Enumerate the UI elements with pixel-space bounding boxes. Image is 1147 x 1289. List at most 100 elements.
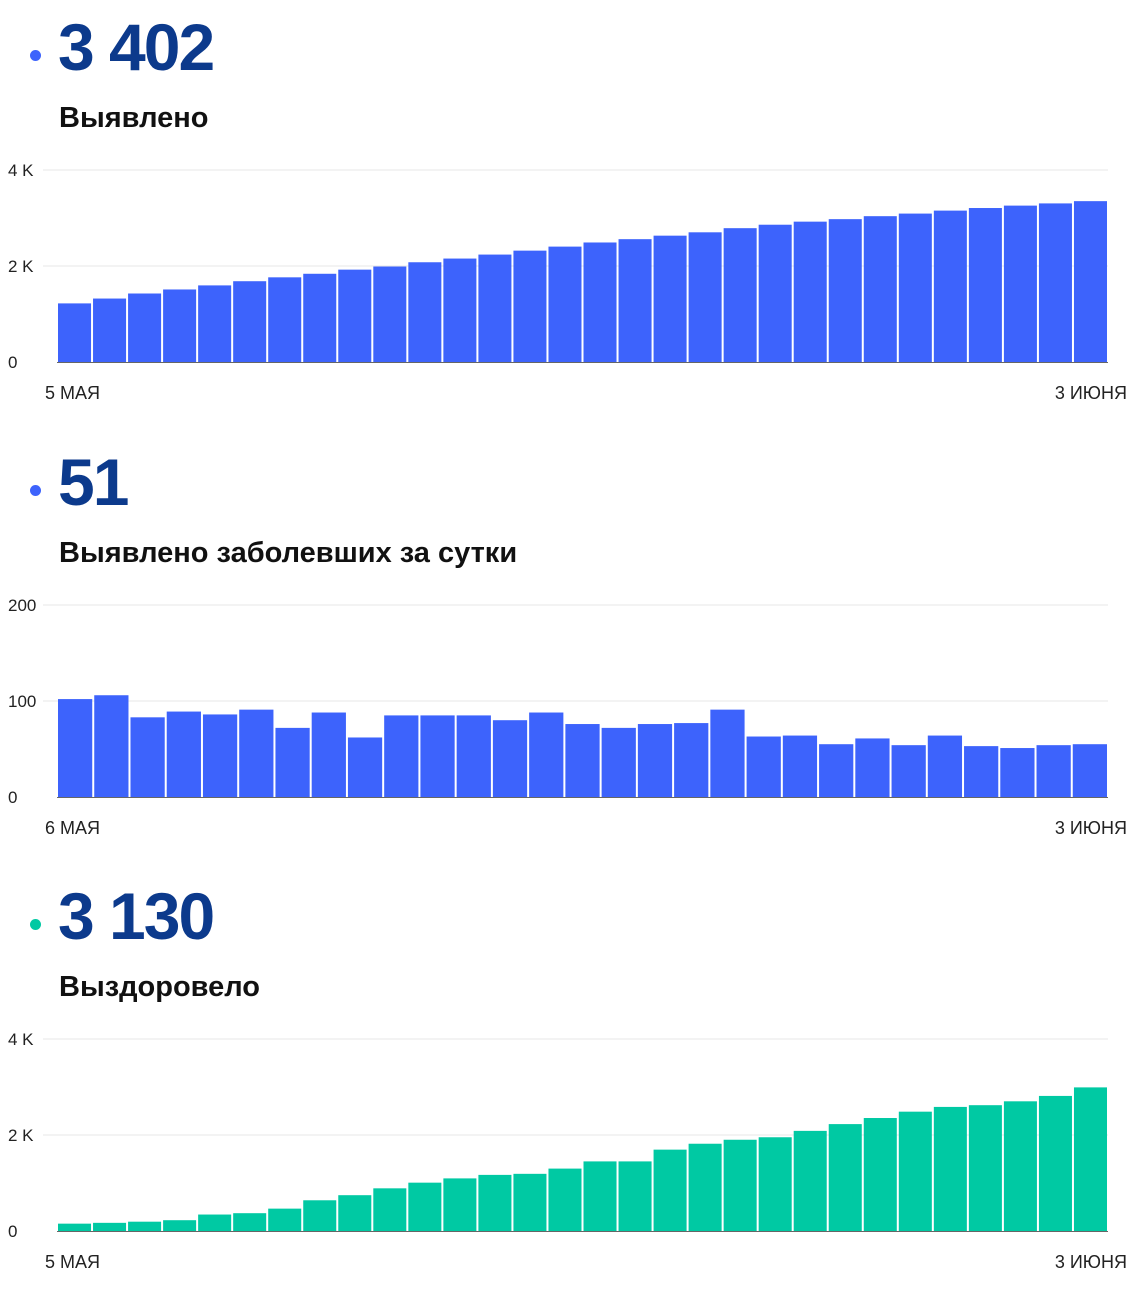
bar[interactable] [478, 254, 512, 362]
bar[interactable] [443, 1178, 477, 1231]
bar[interactable] [548, 246, 582, 362]
bar[interactable] [1000, 748, 1035, 797]
bar[interactable] [653, 1149, 687, 1231]
bar-chart: 0 100 200 6 МАЯ 3 ИЮНЯ [8, 596, 1127, 838]
bar[interactable] [782, 735, 818, 797]
bar[interactable] [513, 250, 547, 362]
bar[interactable] [268, 277, 302, 362]
bar[interactable] [338, 269, 372, 362]
bar[interactable] [93, 298, 127, 362]
bar[interactable] [1003, 1101, 1037, 1231]
bar[interactable] [1003, 205, 1037, 362]
bar[interactable] [793, 1130, 827, 1231]
bar[interactable] [373, 266, 407, 362]
bar[interactable] [863, 1118, 897, 1231]
bar[interactable] [268, 1208, 302, 1231]
chart-block-3: 3 130 Выздоровело 0 2 K 4 K 5 МАЯ 3 ИЮНЯ [0, 869, 1147, 1289]
bar[interactable] [758, 1137, 792, 1231]
bar[interactable] [746, 736, 781, 797]
bar[interactable] [891, 745, 926, 797]
bar[interactable] [688, 1143, 722, 1231]
bar[interactable] [828, 219, 862, 362]
bar[interactable] [233, 1213, 267, 1231]
bar[interactable] [1038, 203, 1072, 362]
bar[interactable] [198, 285, 232, 362]
bar[interactable] [58, 1223, 92, 1231]
bar[interactable] [456, 715, 491, 797]
bar[interactable] [408, 262, 442, 362]
bar[interactable] [311, 712, 346, 797]
bar[interactable] [239, 709, 274, 797]
bar-chart: 0 2 K 4 K 5 МАЯ 3 ИЮНЯ [8, 1030, 1127, 1272]
bar[interactable] [93, 1222, 127, 1231]
bar[interactable] [710, 709, 745, 797]
bar[interactable] [420, 715, 455, 797]
bar[interactable] [198, 1214, 232, 1231]
bar[interactable] [513, 1173, 547, 1231]
y-tick-label: 0 [8, 353, 17, 372]
bar[interactable] [338, 1195, 372, 1231]
y-tick-label: 2 K [8, 1126, 34, 1145]
bar[interactable] [492, 720, 528, 797]
bar[interactable] [653, 235, 687, 362]
bar[interactable] [94, 695, 129, 797]
bar[interactable] [202, 714, 238, 797]
bar[interactable] [674, 723, 709, 797]
bar[interactable] [793, 221, 827, 362]
bar[interactable] [233, 281, 267, 362]
bar[interactable] [964, 746, 999, 797]
bar[interactable] [347, 737, 383, 797]
bar[interactable] [863, 216, 897, 362]
bar[interactable] [601, 727, 636, 797]
bar[interactable] [968, 208, 1002, 362]
bar[interactable] [1072, 744, 1107, 797]
chart-block-2: 51 Выявлено заболевших за сутки 0 100 200 6 М… [0, 435, 1147, 855]
bar[interactable] [855, 738, 890, 797]
bar[interactable] [933, 1106, 967, 1231]
bar[interactable] [758, 224, 792, 362]
bar[interactable] [478, 1174, 512, 1231]
bar[interactable] [548, 1168, 582, 1231]
bar[interactable] [618, 239, 652, 362]
bar[interactable] [373, 1188, 407, 1231]
stat-subtitle: Выявлено заболевших за сутки [59, 537, 518, 569]
bar[interactable] [384, 715, 419, 797]
bar[interactable] [163, 289, 197, 362]
bar[interactable] [1073, 201, 1107, 362]
bar[interactable] [723, 228, 757, 362]
bar[interactable] [1036, 745, 1071, 797]
bar[interactable] [1038, 1095, 1072, 1231]
bar[interactable] [688, 232, 722, 362]
bar[interactable] [898, 213, 932, 362]
bar[interactable] [1073, 1087, 1107, 1231]
bar[interactable] [898, 1111, 932, 1231]
bar[interactable] [819, 744, 854, 797]
bar[interactable] [130, 717, 165, 797]
bar[interactable] [933, 210, 967, 362]
bar[interactable] [303, 273, 337, 362]
x-end-label: 3 ИЮНЯ [1055, 383, 1127, 403]
y-tick-label: 200 [8, 596, 36, 615]
bar[interactable] [927, 735, 963, 797]
bar[interactable] [275, 727, 310, 797]
y-tick-label: 2 K [8, 257, 34, 276]
bar[interactable] [968, 1105, 1002, 1231]
bar[interactable] [163, 1220, 197, 1231]
bar[interactable] [529, 712, 564, 797]
bar[interactable] [723, 1139, 757, 1231]
bar[interactable] [443, 258, 477, 362]
bar[interactable] [58, 699, 93, 797]
bar[interactable] [408, 1182, 442, 1231]
bar[interactable] [565, 724, 600, 797]
x-end-label: 3 ИЮНЯ [1055, 1252, 1127, 1272]
bar[interactable] [583, 242, 617, 362]
bar[interactable] [128, 1221, 162, 1231]
bar[interactable] [618, 1161, 652, 1231]
bar[interactable] [128, 293, 162, 362]
bar[interactable] [303, 1200, 337, 1231]
bar[interactable] [166, 711, 201, 797]
bar[interactable] [58, 303, 92, 362]
bar[interactable] [828, 1124, 862, 1231]
bar[interactable] [583, 1161, 617, 1231]
bar[interactable] [637, 724, 673, 797]
